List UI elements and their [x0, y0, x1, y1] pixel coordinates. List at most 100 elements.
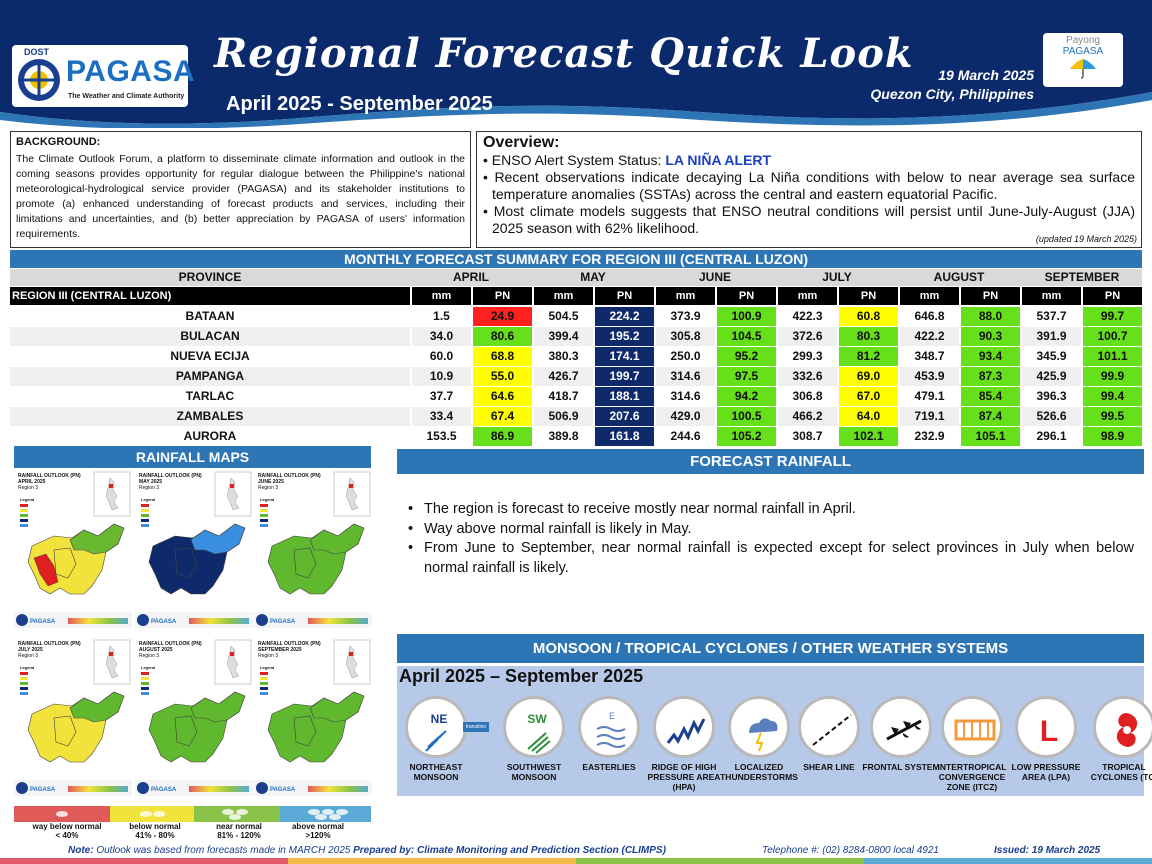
percent-normal-cell: 97.5: [717, 367, 776, 386]
rainfall-mm-cell: 399.4: [534, 327, 593, 346]
percent-normal-cell: 100.5: [717, 407, 776, 426]
unit-mm-header: mm: [412, 287, 471, 305]
unit-pn-header: PN: [473, 287, 532, 305]
legend-label: way below normal: [32, 822, 102, 831]
footer-issued: Issued: 19 March 2025: [994, 845, 1101, 856]
map-region: Region 3: [258, 485, 278, 491]
rainfall-mm-cell: 314.6: [670, 389, 701, 403]
percent-normal-cell: 87.4: [961, 407, 1020, 426]
map-month: APRIL 2025: [18, 479, 46, 485]
rainfall-mm-cell: 506.9: [534, 407, 593, 426]
tropical-cyclone-icon: [1093, 696, 1152, 758]
pagasa-label: PAGASA: [1062, 46, 1104, 57]
header-background: [0, 0, 1152, 128]
forecast-item-text: From June to September, near normal rain…: [424, 540, 1134, 576]
rainfall-mm-cell: 426.7: [534, 367, 593, 386]
map-legend-heading: Legend: [20, 665, 35, 670]
weather-system-label: SOUTHWEST MONSOON: [506, 762, 562, 782]
percent-normal-cell: 64.6: [473, 387, 532, 406]
svg-text:NE: NE: [431, 712, 448, 726]
rainfall-mm-cell: 34.0: [412, 327, 471, 346]
overview-box: Overview: • ENSO Alert System Status: LA…: [476, 131, 1142, 248]
map-region: Region 3: [139, 653, 159, 659]
map-region: Region 3: [258, 653, 278, 659]
unit-mm-header: mm: [534, 287, 593, 305]
rainfall-mm-cell: 380.3: [548, 349, 579, 363]
rainfall-mm-cell: 60.0: [429, 349, 454, 363]
rainfall-mm-cell: 646.8: [914, 309, 945, 323]
southwest-monsoon-icon: SW: [503, 696, 565, 758]
map-region: Region 3: [139, 485, 159, 491]
logo-pagasa-name: PAGASA: [66, 55, 196, 88]
footer-prepared-by: Prepared by: Climate Monitoring and Pred…: [353, 845, 666, 856]
map-legend-heading: Legend: [141, 665, 156, 670]
rainfall-map-september-2025: RAINFALL OUTLOOK (PN) SEPTEMBER 2025 Regio…: [254, 638, 372, 796]
unit-pn-header: PN: [595, 287, 654, 305]
forecast-item: • Way above normal rainfall is likely in …: [408, 520, 692, 537]
legend-range: >120%: [305, 831, 331, 840]
percent-normal-cell: 80.3: [839, 327, 898, 346]
legend-label: near normal: [216, 822, 262, 831]
svg-text:PAGASA: PAGASA: [151, 787, 177, 793]
issue-place: Quezon City, Philippines: [870, 86, 1034, 102]
pagasa-logo: DOST PAGASA The Weather and Climate Auth…: [12, 45, 195, 107]
enso-status-prefix: ENSO Alert System Status:: [491, 152, 666, 168]
unit-pn-header: PN: [839, 287, 898, 305]
map-legend-heading: Legend: [260, 497, 275, 502]
percent-normal-cell: 80.6: [473, 327, 532, 346]
map-legend-heading: Legend: [20, 497, 35, 502]
rainfall-mm-cell: 153.5: [426, 429, 457, 443]
overview-item-enso: • ENSO Alert System Status: LA NIÑA ALER…: [483, 152, 772, 168]
map-heading: RAINFALL OUTLOOK (PN): [18, 473, 81, 479]
unit-pn-header: PN: [1083, 287, 1142, 305]
province-name: TARLAC: [185, 389, 235, 403]
month-header-september: SEPTEMBER: [1044, 270, 1120, 284]
weather-system-label: EASTERLIES: [582, 762, 636, 772]
rainfall-mm-cell: 391.9: [1022, 327, 1081, 346]
legend-below-normal: below normal 41% - 80%: [112, 822, 198, 840]
percent-normal-cell: 87.3: [961, 367, 1020, 386]
background-title: BACKGROUND:: [16, 136, 101, 148]
percent-normal-cell: 98.9: [1083, 427, 1142, 446]
rainfall-mm-cell: 466.2: [778, 407, 837, 426]
percent-normal-cell: 88.0: [961, 307, 1020, 326]
forecast-item: • From June to September, near normal rai…: [408, 540, 1134, 576]
svg-text:PAGASA: PAGASA: [270, 619, 296, 625]
map-heading: RAINFALL OUTLOOK (PN): [258, 473, 321, 479]
umbrella-icon: [1070, 59, 1096, 79]
rainfall-mm-cell: 453.9: [900, 367, 959, 386]
overview-item-models-text: Most climate models suggests that ENSO n…: [492, 203, 1135, 236]
rainfall-mm-cell: 1.5: [433, 309, 450, 323]
percent-normal-cell: 64.0: [839, 407, 898, 426]
map-heading: RAINFALL OUTLOOK (PN): [258, 641, 321, 647]
rainfall-mm-cell: 373.9: [670, 309, 701, 323]
weather-systems-title: MONSOON / TROPICAL CYCLONES / OTHER WEAT…: [397, 634, 1144, 663]
rainfall-mm-cell: 250.0: [670, 349, 701, 363]
unit-pn-header: PN: [717, 287, 776, 305]
percent-normal-cell: 199.7: [595, 367, 654, 386]
easterlies-icon: E: [578, 696, 640, 758]
legend-label: below normal: [129, 822, 181, 831]
map-month: AUGUST 2025: [139, 647, 173, 653]
province-name: ZAMBALES: [10, 407, 410, 426]
rainfall-mm-cell: 305.8: [656, 327, 715, 346]
province-column-header: PROVINCE: [178, 270, 242, 284]
legend-near-normal: near normal 81% - 120%: [196, 822, 282, 840]
percent-normal-cell: 86.9: [473, 427, 532, 446]
northeast-monsoon-icon: NE: [405, 696, 467, 758]
province-name: BATAAN: [185, 309, 235, 323]
table-title: MONTHLY FORECAST SUMMARY FOR REGION III …: [10, 250, 1142, 268]
legend-range: 41% - 80%: [135, 831, 175, 840]
unit-mm-header: mm: [1022, 287, 1081, 305]
unit-mm-header: mm: [778, 287, 837, 305]
weather-systems-panel: April 2025 – September 2025 NE NORTHEAST …: [397, 666, 1152, 796]
percent-normal-cell: 60.8: [839, 307, 898, 326]
legend-above-normal: above normal >120%: [275, 822, 361, 840]
rainfall-mm-cell: 244.6: [670, 429, 701, 443]
legend-range: < 40%: [55, 831, 79, 840]
logo-dost-label: DOST: [24, 47, 50, 57]
percent-normal-cell: 104.5: [717, 327, 776, 346]
forecast-item-text: Way above normal rainfall is likely in M…: [424, 520, 692, 537]
svg-text:L: L: [1040, 715, 1058, 748]
